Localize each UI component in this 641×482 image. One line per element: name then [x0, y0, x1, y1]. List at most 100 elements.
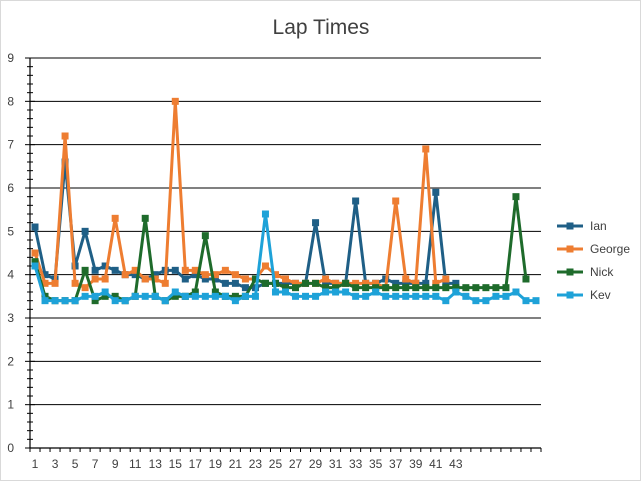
data-point [261, 279, 269, 287]
data-point [81, 292, 89, 300]
data-point [191, 288, 199, 296]
data-point [221, 292, 229, 300]
data-point [392, 292, 400, 300]
data-point [282, 279, 289, 287]
legend-label: Kev [590, 288, 611, 302]
data-point [312, 279, 320, 287]
x-tick-label: 35 [369, 457, 383, 471]
data-point [432, 279, 440, 287]
data-point [201, 292, 209, 300]
data-point [241, 284, 249, 292]
data-point [382, 292, 390, 300]
x-tick-label: 31 [329, 457, 343, 471]
x-tick-labels: 1 3 5 7 9 11 13 15 17 19 21 23 25 27 29 31 33 35 37 39 41 43 [32, 457, 463, 471]
data-point [31, 262, 39, 270]
data-point [312, 219, 320, 227]
data-point [482, 297, 490, 305]
data-point [442, 279, 450, 287]
data-point [422, 145, 430, 153]
data-point [392, 279, 400, 287]
data-point [141, 275, 149, 283]
data-point [382, 284, 390, 292]
data-point [111, 266, 119, 274]
data-point [131, 266, 139, 274]
data-point [241, 275, 249, 283]
data-point [201, 275, 209, 283]
y-tick-label: 7 [7, 138, 14, 152]
data-point [402, 292, 410, 300]
legend: Ian George Nick Kev [557, 219, 630, 302]
data-point [362, 279, 370, 287]
legend-label: George [590, 242, 630, 256]
data-point [111, 297, 119, 305]
data-point [191, 292, 199, 300]
y-tick-labels: 0 1 2 3 4 5 6 7 8 9 [7, 51, 14, 455]
x-tick-label: 41 [429, 457, 443, 471]
data-point [51, 279, 59, 287]
data-point [502, 292, 510, 300]
data-point [161, 297, 169, 305]
data-point [231, 279, 239, 287]
data-point [271, 288, 279, 296]
data-point [251, 292, 259, 300]
data-point [181, 275, 189, 283]
data-point [251, 275, 259, 283]
data-point [412, 284, 420, 292]
data-point [352, 197, 360, 205]
data-point [231, 297, 239, 305]
data-point [312, 292, 320, 300]
data-point [61, 297, 69, 305]
data-point [91, 275, 99, 283]
data-point [211, 271, 219, 279]
data-point [231, 292, 239, 300]
data-point [412, 292, 420, 300]
data-point [201, 271, 209, 279]
data-point [171, 288, 179, 296]
data-point [111, 214, 119, 222]
x-tick-label: 11 [129, 457, 142, 471]
data-point [332, 284, 340, 292]
data-point [221, 266, 229, 274]
data-point [452, 279, 460, 287]
x-tick-label: 21 [229, 457, 243, 471]
data-point [422, 284, 430, 292]
data-point [302, 292, 310, 300]
data-point [322, 284, 330, 292]
data-point [282, 284, 289, 292]
legend-marker [566, 222, 574, 230]
data-point [332, 279, 340, 287]
data-point [292, 284, 300, 292]
data-point [211, 292, 219, 300]
data-point [101, 288, 109, 296]
data-point [522, 275, 530, 283]
data-point [141, 214, 149, 222]
data-point [121, 271, 129, 279]
x-tick-label: 15 [169, 457, 183, 471]
data-point [41, 279, 49, 287]
legend-label: Ian [590, 219, 607, 233]
data-point [191, 271, 199, 279]
data-point [352, 279, 360, 287]
data-point [41, 271, 49, 279]
x-tick-label: 39 [409, 457, 423, 471]
data-point [362, 284, 370, 292]
data-point [432, 284, 440, 292]
data-point [442, 275, 450, 283]
data-point [402, 284, 410, 292]
data-point [282, 288, 289, 296]
legend-marker [566, 268, 574, 276]
data-point [392, 197, 400, 205]
legend-label: Nick [590, 265, 614, 279]
data-point [322, 279, 330, 287]
data-point [171, 292, 179, 300]
data-point [31, 223, 39, 231]
data-point [482, 284, 490, 292]
data-point [201, 232, 209, 240]
y-tick-label: 4 [7, 268, 14, 282]
data-point [151, 271, 159, 279]
y-tick-label: 1 [7, 398, 14, 412]
data-point [211, 275, 219, 283]
data-point [522, 297, 530, 305]
